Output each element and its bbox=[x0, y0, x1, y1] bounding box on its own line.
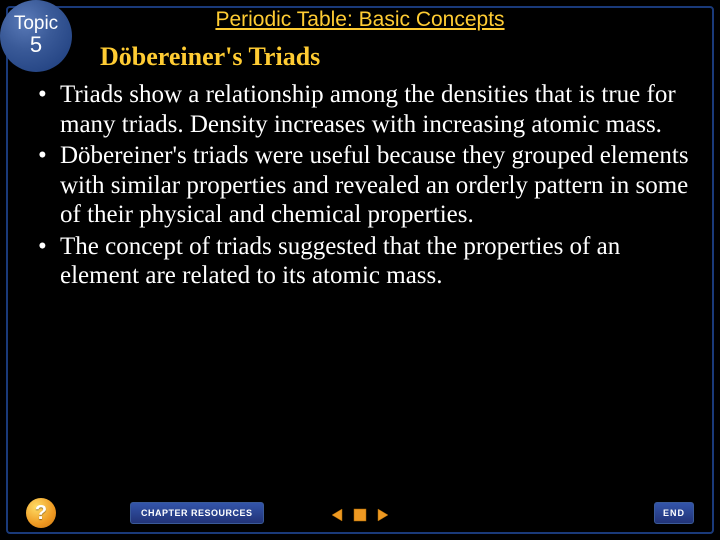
nav-prev-button[interactable] bbox=[329, 506, 347, 524]
topic-label: Topic bbox=[14, 14, 58, 33]
list-item: Döbereiner's triads were useful because … bbox=[30, 141, 690, 230]
bullet-list: Triads show a relationship among the den… bbox=[30, 80, 690, 291]
list-item: The concept of triads suggested that the… bbox=[30, 232, 690, 291]
nav-stop-button[interactable] bbox=[351, 506, 369, 524]
page-title: Periodic Table: Basic Concepts bbox=[0, 8, 720, 32]
footer-bar: ? CHAPTER RESOURCES END bbox=[0, 496, 720, 530]
list-item: Triads show a relationship among the den… bbox=[30, 80, 690, 139]
triangle-left-icon bbox=[330, 507, 346, 523]
nav-next-button[interactable] bbox=[373, 506, 391, 524]
section-heading: Döbereiner's Triads bbox=[100, 42, 320, 72]
end-label: END bbox=[663, 508, 685, 518]
help-symbol: ? bbox=[35, 502, 47, 525]
topic-badge: Topic 5 bbox=[0, 0, 72, 72]
triangle-right-icon bbox=[374, 507, 390, 523]
nav-controls bbox=[329, 506, 391, 524]
topic-number: 5 bbox=[30, 33, 42, 57]
content-area: Triads show a relationship among the den… bbox=[30, 80, 690, 293]
chapter-resources-label: CHAPTER RESOURCES bbox=[141, 508, 253, 518]
square-icon bbox=[353, 508, 367, 522]
help-icon[interactable]: ? bbox=[26, 498, 56, 528]
chapter-resources-button[interactable]: CHAPTER RESOURCES bbox=[130, 502, 264, 524]
end-button[interactable]: END bbox=[654, 502, 694, 524]
